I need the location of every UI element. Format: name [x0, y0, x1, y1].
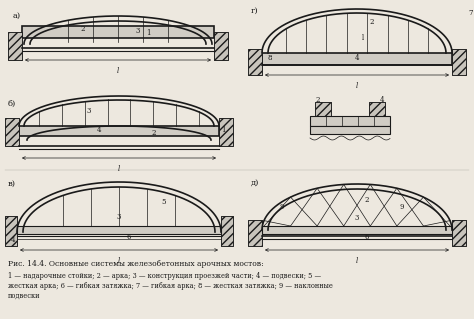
Bar: [219, 118, 233, 146]
Text: 4: 4: [10, 236, 15, 244]
Text: Рис. 14.4. Основные системы железобетонных арочных мостов:: Рис. 14.4. Основные системы железобетонн…: [8, 260, 264, 268]
Bar: [219, 118, 233, 146]
Text: 3: 3: [87, 107, 91, 115]
Bar: [5, 216, 17, 246]
Text: 8: 8: [268, 54, 272, 62]
Bar: [315, 102, 331, 116]
Bar: [310, 116, 390, 126]
Bar: [369, 102, 385, 116]
Text: а): а): [13, 12, 21, 20]
Text: l: l: [117, 67, 119, 75]
Bar: [22, 26, 214, 38]
Bar: [248, 220, 262, 246]
Bar: [369, 102, 385, 116]
Text: подвески: подвески: [8, 292, 40, 300]
Text: 3: 3: [136, 27, 140, 35]
Bar: [214, 32, 228, 60]
Bar: [19, 126, 219, 136]
Bar: [452, 220, 466, 246]
Bar: [214, 32, 228, 60]
Text: г): г): [251, 7, 259, 15]
Text: 2: 2: [370, 18, 374, 26]
Bar: [262, 226, 452, 234]
Text: 4: 4: [355, 54, 359, 62]
Text: 6: 6: [365, 233, 369, 241]
Bar: [17, 226, 221, 234]
Text: 6: 6: [127, 233, 131, 241]
Text: l: l: [356, 82, 358, 90]
Text: жесткая арка; 6 — гибкая затяжка; 7 — гибкая арка; 8 — жесткая затяжка; 9 — накл: жесткая арка; 6 — гибкая затяжка; 7 — ги…: [8, 282, 333, 290]
Bar: [8, 32, 22, 60]
Bar: [248, 220, 262, 246]
Bar: [5, 216, 17, 246]
Bar: [8, 32, 22, 60]
Text: 1 — надарочные стойки; 2 — арка; 3 — конструкция проезжей части; 4 — подвески; 5: 1 — надарочные стойки; 2 — арка; 3 — кон…: [8, 272, 321, 280]
Text: 4: 4: [97, 126, 101, 134]
Text: б): б): [8, 100, 16, 108]
Bar: [310, 126, 390, 134]
Bar: [5, 118, 19, 146]
Text: 9: 9: [400, 203, 404, 211]
Text: 4: 4: [380, 96, 384, 104]
Bar: [221, 216, 233, 246]
Text: l: l: [362, 33, 364, 41]
Bar: [262, 53, 452, 65]
Text: 1: 1: [221, 126, 225, 134]
Bar: [221, 216, 233, 246]
Text: в): в): [8, 180, 16, 188]
Text: l: l: [356, 257, 358, 265]
Bar: [452, 220, 466, 246]
Text: 2: 2: [81, 25, 85, 33]
Text: 9: 9: [280, 203, 284, 211]
Text: д): д): [251, 180, 259, 188]
Text: 2: 2: [365, 196, 369, 204]
Text: l: l: [118, 257, 120, 265]
Bar: [452, 49, 466, 75]
Bar: [248, 49, 262, 75]
Bar: [248, 49, 262, 75]
Text: 5: 5: [162, 198, 166, 206]
Text: l: l: [118, 165, 120, 173]
Bar: [452, 49, 466, 75]
Bar: [5, 118, 19, 146]
Text: 2: 2: [316, 96, 320, 104]
Text: 3: 3: [355, 214, 359, 222]
Text: 1: 1: [146, 29, 150, 37]
Bar: [315, 102, 331, 116]
Text: 3: 3: [117, 213, 121, 221]
Text: 2: 2: [152, 129, 156, 137]
Text: 7: 7: [469, 9, 473, 17]
